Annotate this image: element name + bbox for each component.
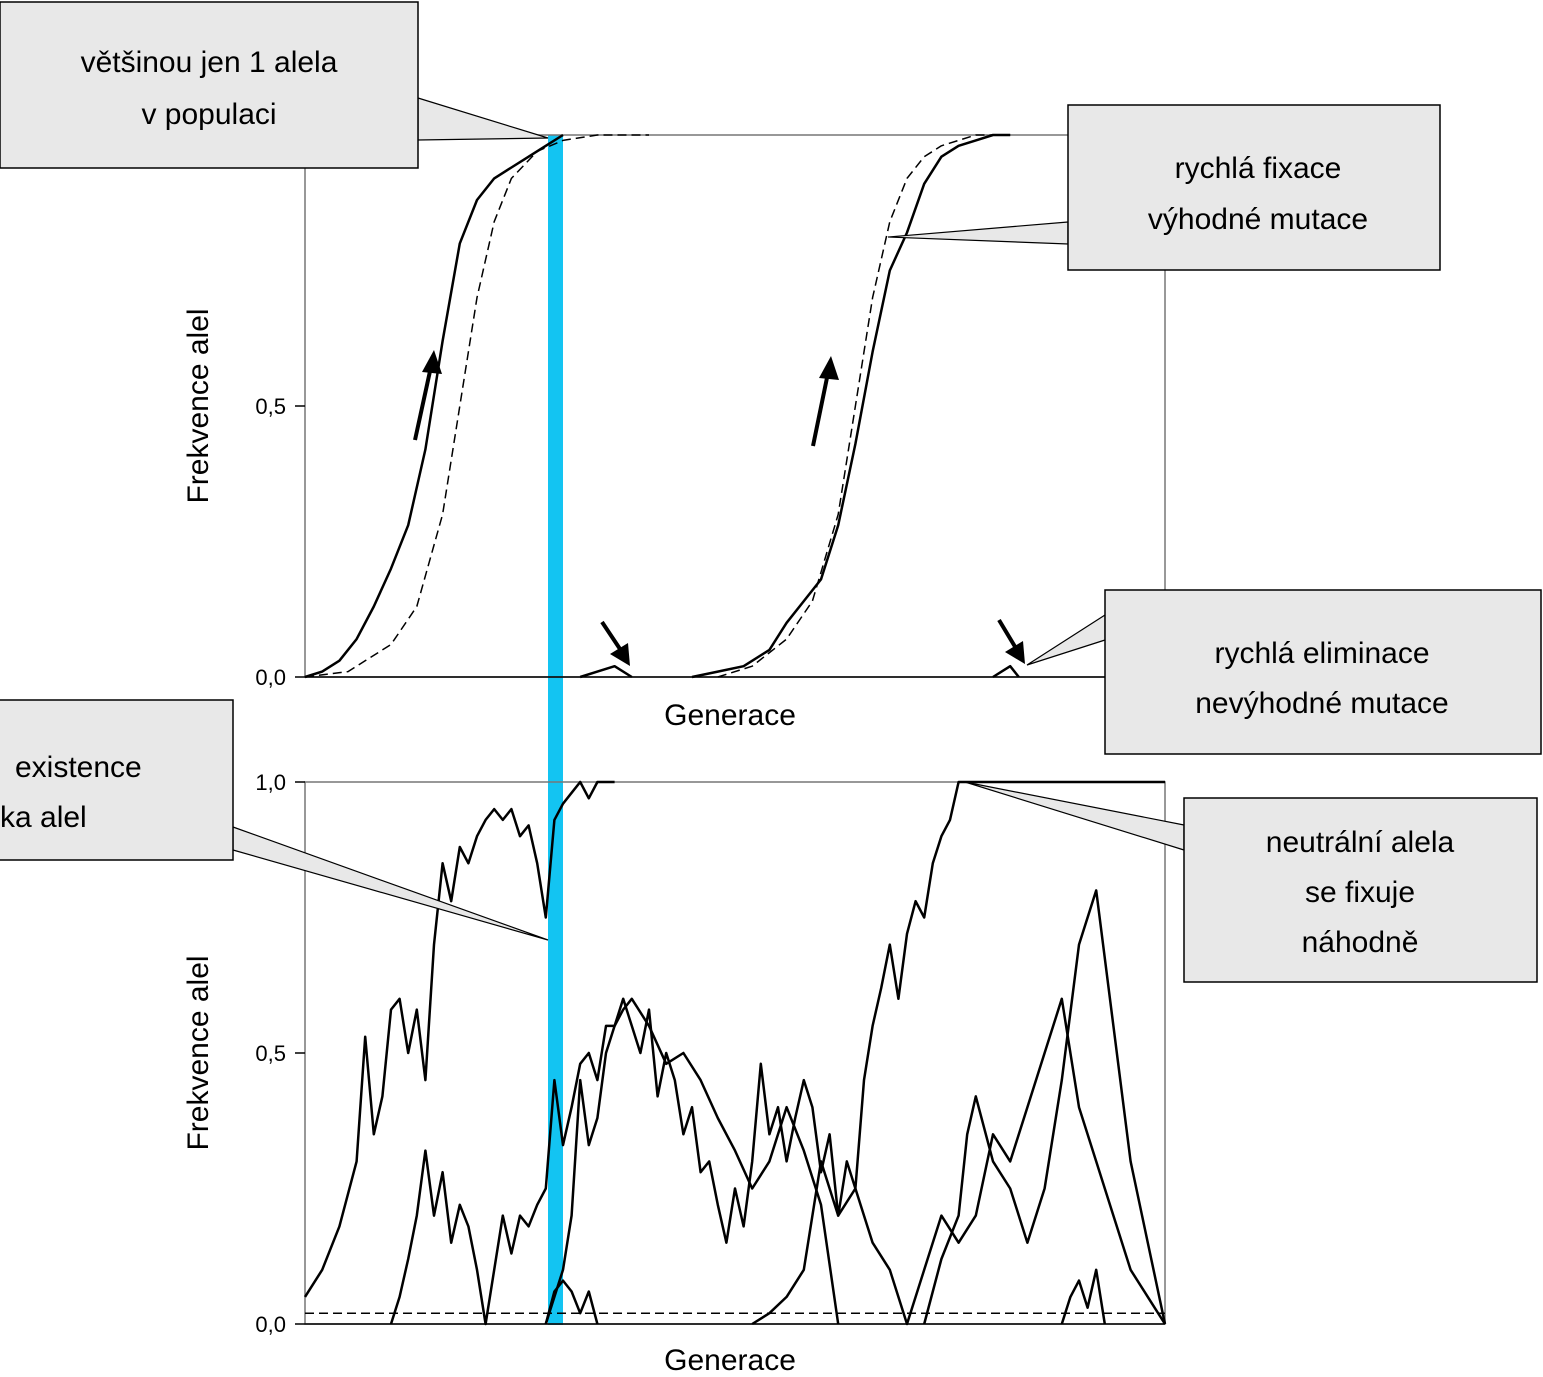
- bottom-series-group: [303, 780, 1167, 1326]
- callout-mid-left-line-2: ka alel: [0, 801, 87, 834]
- callout-bottom-right-box: [1183, 797, 1538, 983]
- bottom-x-axis-title: Generace: [664, 1344, 796, 1377]
- top-series-line-4: [992, 664, 1020, 679]
- callout-bottom-right-line-2: se fixuje: [1305, 876, 1415, 909]
- callout-bottom-right-pointer: [964, 781, 1185, 851]
- callout-top-left-box: [0, 1, 419, 169]
- up-arrow-1-head: [422, 350, 442, 374]
- callout-mid-right-pointer: [1026, 613, 1106, 666]
- callout-top-left-pointer: [417, 97, 549, 141]
- bottom-series-line-2: [389, 780, 1165, 1326]
- down-arrow-1: [600, 620, 624, 654]
- callout-mid-left-box: [0, 699, 234, 861]
- bottom-series-line-3: [751, 997, 1167, 1326]
- top-x-axis-title: Generace: [664, 699, 796, 732]
- callout-top-right: rychlá fixace výhodné mutace: [887, 104, 1441, 271]
- bottom-y-tick-label-1: 1,0: [255, 770, 286, 795]
- top-series-line-5: [304, 134, 649, 678]
- callout-top-right-line-1: rychlá fixace: [1175, 152, 1342, 185]
- callout-top-left-line-1: většinou jen 1 alela: [81, 46, 338, 79]
- callout-mid-right-box: [1104, 589, 1542, 755]
- callout-top-left-line-2: v populaci: [141, 98, 276, 131]
- down-arrow-1-head: [610, 643, 630, 666]
- callout-top-right-box: [1067, 104, 1441, 271]
- top-y-tick-label-05: 0,5: [255, 394, 286, 419]
- bottom-series-line-7: [1060, 1268, 1107, 1325]
- top-panel: 0,0 0,5 Generace Frekvence alel: [182, 133, 1166, 732]
- callout-bottom-right-line-1: neutrální alela: [1266, 826, 1455, 859]
- callout-top-right-pointer: [887, 221, 1069, 245]
- callout-mid-left-pointer: [232, 826, 549, 941]
- down-arrow-2-head: [1005, 641, 1025, 664]
- callout-mid-right: rychlá eliminace nevýhodné mutace: [1026, 589, 1542, 755]
- bottom-y-axis-title: Frekvence alel: [182, 955, 215, 1150]
- callout-bottom-right-line-3: náhodně: [1302, 926, 1419, 959]
- top-series-line-3: [691, 133, 1011, 679]
- top-series-group: [304, 133, 1020, 679]
- callout-bottom-right: neutrální alela se fixuje náhodně: [964, 781, 1538, 983]
- bottom-series-line-5: [544, 1279, 599, 1325]
- bottom-y-tick-label-05: 0,5: [255, 1041, 286, 1066]
- top-series-line-1: [304, 133, 564, 679]
- top-series-line-2: [579, 664, 633, 679]
- callout-mid-left: existence ka alel: [0, 699, 549, 941]
- bottom-plot-frame: [304, 781, 1166, 1325]
- bottom-series-line-4: [544, 997, 840, 1325]
- bottom-series-line-6: [922, 889, 1167, 1325]
- up-arrow-2: [811, 367, 831, 447]
- callout-mid-left-line-1: existence: [15, 751, 142, 784]
- callout-top-right-line-2: výhodné mutace: [1148, 203, 1368, 236]
- highlight-band: [548, 135, 563, 1325]
- bottom-y-tick-label-0: 0,0: [255, 1312, 286, 1337]
- bottom-panel: 0,0 0,5 1,0 Generace Frekvence alel: [182, 770, 1167, 1377]
- up-arrow-1: [413, 361, 434, 441]
- up-arrow-2-head: [819, 356, 839, 380]
- top-arrows: [413, 350, 1025, 666]
- down-arrow-2: [997, 618, 1019, 652]
- callout-top-left: většinou jen 1 alela v populaci: [0, 1, 549, 169]
- top-plot-frame: [304, 134, 1166, 678]
- callout-mid-right-line-2: nevýhodné mutace: [1195, 687, 1449, 720]
- top-series-line-6: [717, 134, 1011, 678]
- bottom-series-line-1: [303, 780, 615, 1298]
- top-y-tick-label-0: 0,0: [255, 665, 286, 690]
- top-y-axis-title: Frekvence alel: [182, 308, 215, 503]
- callout-mid-right-line-1: rychlá eliminace: [1214, 637, 1429, 670]
